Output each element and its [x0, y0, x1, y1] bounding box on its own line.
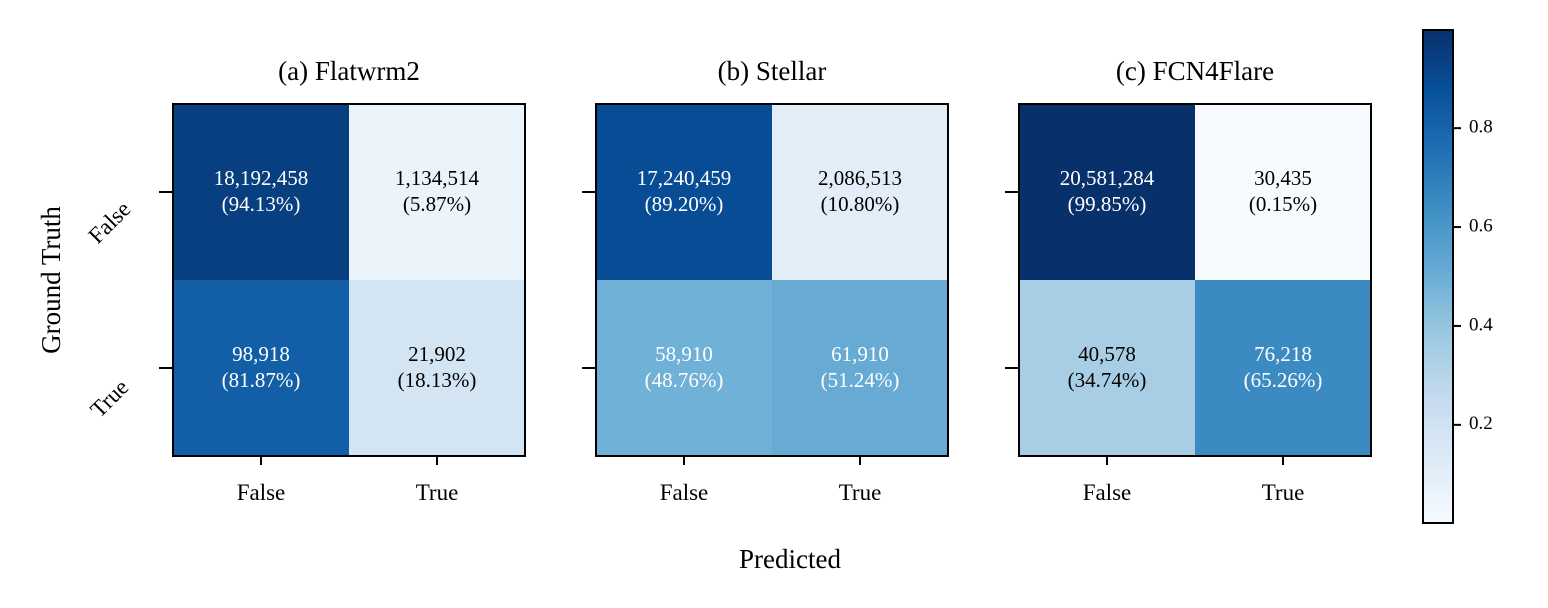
- colorbar: 0.2 0.4 0.6 0.8: [1422, 29, 1493, 524]
- cell-percent-label: (34.74%): [1068, 368, 1147, 392]
- heatmap-cell: [596, 104, 772, 280]
- cell-percent-label: (18.13%): [398, 368, 477, 392]
- x-tick-label: True: [1262, 480, 1305, 505]
- cell-count-label: 21,902: [408, 342, 466, 366]
- cell-count-label: 18,192,458: [214, 166, 309, 190]
- colorbar-tick-label: 0.2: [1469, 413, 1493, 434]
- x-tick-label: False: [1083, 480, 1132, 505]
- cell-percent-label: (99.85%): [1068, 192, 1147, 216]
- cell-count-label: 20,581,284: [1060, 166, 1155, 190]
- colorbar-gradient: [1422, 29, 1454, 524]
- panels-group: (a) Flatwrm218,192,458(94.13%)1,134,514(…: [83, 56, 1372, 505]
- x-axis-label: Predicted: [739, 544, 841, 574]
- heatmap-cell: [173, 104, 349, 280]
- x-tick-label: False: [237, 480, 286, 505]
- confusion-matrix-panel: (b) Stellar 17,240,459(89.20%) 2,086,513(1…: [582, 56, 949, 505]
- heatmap-cell: [173, 280, 349, 456]
- cell-percent-label: (94.13%): [222, 192, 301, 216]
- cell-count-label: 1,134,514: [395, 166, 480, 190]
- cell-count-label: 76,218: [1254, 342, 1312, 366]
- heatmap-cell: [1195, 280, 1371, 456]
- x-tick-label: True: [839, 480, 882, 505]
- panel-frame: [172, 103, 526, 457]
- colorbar-ticks: 0.2 0.4 0.6 0.8: [1453, 117, 1493, 434]
- x-tick-label: False: [660, 480, 709, 505]
- confusion-matrix-panel: (a) Flatwrm218,192,458(94.13%)1,134,514(…: [83, 56, 526, 505]
- cell-count-label: 17,240,459: [637, 166, 732, 190]
- cell-percent-label: (65.26%): [1244, 368, 1323, 392]
- cell-count-label: 2,086,513: [818, 166, 902, 190]
- heatmap-cell: [1019, 104, 1195, 280]
- heatmap-cell: [772, 280, 948, 456]
- confusion-matrix-panel: (c) FCN4Flare 20,581,284(99.85%) 30,435(0.…: [1005, 56, 1372, 505]
- cell-count-label: 98,918: [232, 342, 290, 366]
- colorbar-tick-label: 0.6: [1469, 215, 1493, 236]
- panel-title: (c) FCN4Flare: [1116, 56, 1274, 86]
- colorbar-tick-label: 0.4: [1469, 314, 1493, 335]
- heatmap-cell: [596, 280, 772, 456]
- panel-frame: [1018, 103, 1372, 457]
- colorbar-tick-label: 0.8: [1469, 117, 1493, 138]
- heatmap-cell: [349, 104, 525, 280]
- cell-count-label: 30,435: [1254, 166, 1312, 190]
- cell-count-label: 40,578: [1078, 342, 1136, 366]
- cell-percent-label: (10.80%): [821, 192, 900, 216]
- cell-count-label: 58,910: [655, 342, 713, 366]
- heatmap-cell: [1195, 104, 1371, 280]
- cell-percent-label: (0.15%): [1249, 192, 1317, 216]
- y-tick-label: True: [86, 375, 134, 423]
- cell-count-label: 61,910: [831, 342, 889, 366]
- heatmap-cell: [349, 280, 525, 456]
- cell-percent-label: (48.76%): [645, 368, 724, 392]
- y-axis-label: Ground Truth: [36, 206, 66, 354]
- cell-percent-label: (89.20%): [645, 192, 724, 216]
- heatmap-cell: [1019, 280, 1195, 456]
- panel-frame: [595, 103, 949, 457]
- cell-percent-label: (51.24%): [821, 368, 900, 392]
- panel-title: (b) Stellar: [718, 56, 827, 86]
- x-tick-label: True: [416, 480, 459, 505]
- y-tick-label: False: [83, 196, 135, 248]
- cell-percent-label: (5.87%): [403, 192, 471, 216]
- cell-percent-label: (81.87%): [222, 368, 301, 392]
- panel-title: (a) Flatwrm2: [278, 56, 420, 86]
- heatmap-cell: [772, 104, 948, 280]
